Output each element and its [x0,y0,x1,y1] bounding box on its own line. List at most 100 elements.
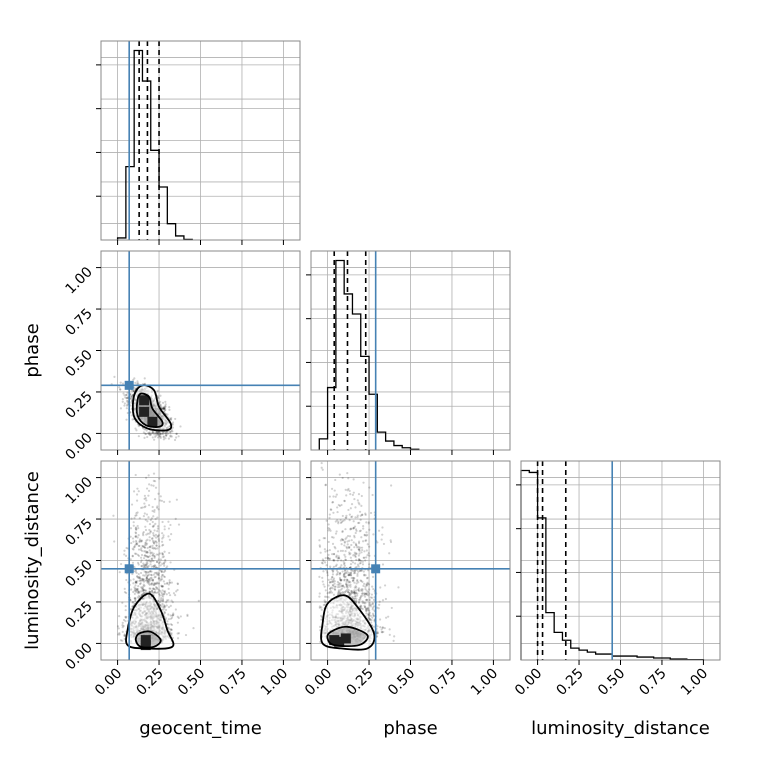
scatter-point [144,518,147,522]
scatter-point [175,436,178,439]
scatter-point [340,538,343,541]
scatter-point [132,490,136,493]
scatter-point [142,587,145,590]
scatter-point [165,601,168,604]
scatter-point [147,489,151,492]
scatter-point [329,587,332,590]
scatter-point [134,598,137,602]
scatter-point [159,578,162,581]
scatter-point [337,555,340,558]
scatter-point [164,403,167,406]
scatter-point [382,630,385,634]
scatter-point [367,594,370,597]
scatter-point [162,590,166,593]
scatter-point [136,487,139,490]
scatter-point [159,400,162,403]
scatter-point [147,555,150,558]
scatter-point [359,594,363,598]
scatter-point [348,535,352,538]
scatter-point [121,382,125,385]
scatter-point [349,593,352,596]
scatter-point [146,581,149,584]
scatter-point [135,589,138,592]
scatter-point [159,403,162,406]
scatter-point [337,591,340,594]
scatter-point [367,617,370,620]
scatter-point [365,592,368,595]
x-tick-label: 0.00 [302,666,335,699]
scatter-point [157,553,160,556]
scatter-point [318,605,321,608]
scatter-point [320,461,323,465]
x-axis-label-phase: phase [383,718,437,739]
scatter-point [134,581,138,584]
scatter-point [353,589,356,592]
scatter-point [320,608,323,611]
scatter-point [347,546,350,549]
scatter-point [318,575,321,578]
scatter-point [159,499,162,502]
scatter-point [347,584,351,587]
scatter-point [380,538,383,541]
scatter-point [132,578,135,581]
scatter-point [359,561,362,565]
scatter-point [336,519,339,522]
scatter-point [147,516,150,519]
scatter-point [357,565,360,568]
scatter-point [156,516,159,519]
scatter-point [161,544,164,547]
scatter-point [132,389,135,392]
scatter-point [136,553,140,556]
scatter-point [338,473,341,476]
scatter-point [341,538,344,541]
scatter-point [157,576,161,580]
scatter-point [137,544,140,547]
scatter-point [363,533,366,536]
scatter-point [330,487,334,490]
scatter-point [130,541,133,545]
scatter-point [131,547,134,550]
scatter-point [352,597,356,601]
scatter-point [145,543,148,546]
scatter-point [341,570,344,573]
scatter-point [383,626,386,630]
scatter-point [155,573,158,576]
scatter-point [371,602,374,605]
scatter-point [123,634,126,637]
scatter-point [140,579,143,582]
scatter-point [366,577,369,580]
scatter-point [353,525,357,528]
scatter-point [140,506,143,509]
scatter-point [327,584,330,587]
x-tick-label: 0.50 [385,666,418,699]
scatter-point [154,586,158,589]
scatter-point [160,570,163,573]
scatter-point [347,574,350,577]
scatter-point [381,626,384,629]
scatter-point [168,551,171,555]
scatter-point [345,516,348,519]
scatter-point [332,553,336,556]
scatter-point [154,536,158,539]
scatter-point [151,579,155,582]
scatter-point [356,594,359,597]
scatter-point [135,587,138,590]
scatter-point [169,628,173,632]
scatter-point [161,401,165,404]
scatter-point [353,577,356,580]
scatter-point [165,593,168,596]
scatter-point [158,545,161,548]
scatter-point [136,382,139,385]
scatter-point [354,600,358,603]
scatter-point [382,542,386,546]
scatter-point [159,433,162,436]
scatter-point [164,437,167,440]
scatter-point [339,572,342,575]
scatter-point [368,617,371,620]
scatter-point [353,569,356,572]
scatter-point [351,561,355,564]
scatter-point [358,569,361,572]
truth-marker [124,564,134,574]
scatter-point [345,494,348,497]
scatter-point [331,576,334,579]
